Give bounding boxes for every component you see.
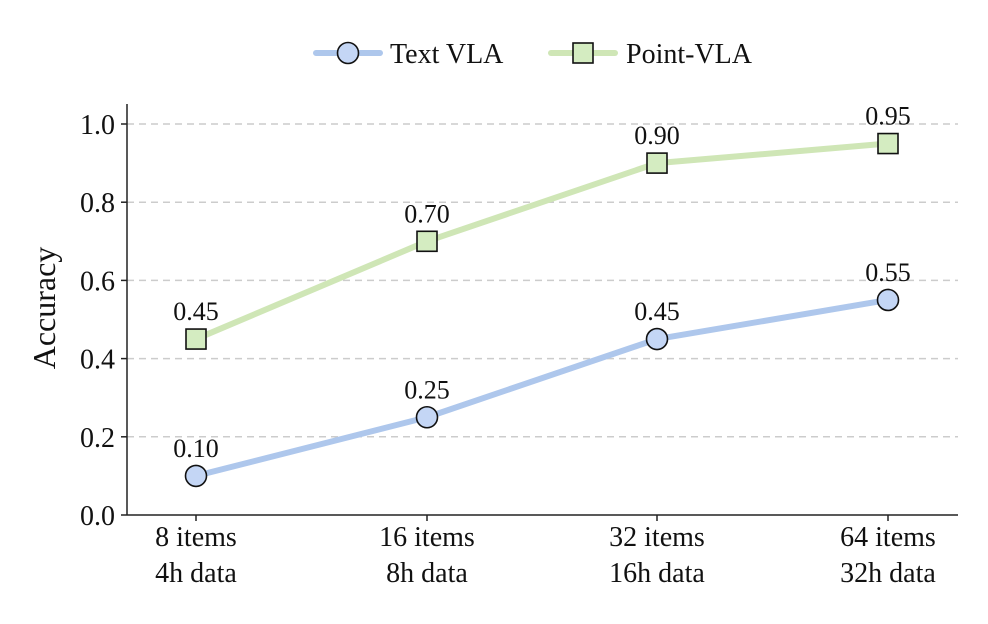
- text-vla-point: [184, 464, 208, 488]
- x-tick-label-line: 32 items: [609, 522, 705, 553]
- x-tick-label-line: 4h data: [155, 558, 237, 589]
- legend: Text VLA Point-VLA: [313, 39, 753, 70]
- x-tick-label-line: 8 items: [155, 522, 237, 553]
- axes-layer: 0.0 0.2 0.4 0.6 0.8 1.0 8 items 4h data 16 items…: [80, 104, 958, 589]
- point-vla-point: [646, 152, 668, 174]
- point-vla-data-label: 0.70: [404, 199, 450, 228]
- point-vla-point: [416, 230, 438, 253]
- point-vla-data-label: 0.45: [173, 297, 219, 326]
- text-vla-data-label: 0.25: [404, 375, 450, 404]
- legend-text-vla-label: Text VLA: [390, 39, 504, 70]
- legend-point-vla-label: Point-VLA: [626, 39, 753, 70]
- y-tick-label: 0.4: [80, 345, 115, 376]
- x-tick-label-line: 8h data: [386, 558, 468, 589]
- legend-text-vla-marker: [336, 41, 360, 65]
- point-vla-point: [185, 328, 207, 350]
- point-vla-point: [877, 132, 899, 155]
- series-layer: [184, 132, 900, 488]
- x-tick-label: 8 items 4h data: [155, 522, 237, 589]
- point-vla-data-label: 0.95: [865, 102, 911, 131]
- y-axis-title: Accuracy: [26, 247, 62, 370]
- text-vla-point: [645, 327, 669, 351]
- x-tick-label-line: 16h data: [609, 558, 705, 589]
- point-vla-line: [193, 140, 891, 343]
- x-tick-label-line: 64 items: [840, 522, 936, 553]
- x-tick-label-line: 32h data: [840, 558, 936, 589]
- text-vla-data-label: 0.10: [173, 434, 219, 463]
- data-labels-layer: 0.10 0.25 0.45 0.55 0.45 0.70 0.90 0.95: [173, 102, 911, 463]
- y-tick-label: 0.8: [80, 188, 115, 219]
- x-tick-label: 16 items 8h data: [379, 522, 475, 589]
- x-tick-label: 32 items 16h data: [609, 522, 705, 589]
- y-tick-label: 0.6: [80, 266, 115, 297]
- x-tick-label: 64 items 32h data: [840, 522, 936, 589]
- text-vla-data-label: 0.45: [634, 297, 680, 326]
- y-tick-label: 0.2: [80, 423, 115, 454]
- text-vla-point: [876, 288, 900, 312]
- text-vla-point: [415, 405, 439, 429]
- x-tick-label-line: 16 items: [379, 522, 475, 553]
- grid-layer: [127, 123, 958, 438]
- legend-point-vla-marker: [572, 42, 594, 64]
- point-vla-data-label: 0.90: [634, 121, 680, 150]
- y-tick-label: 1.0: [80, 110, 115, 141]
- text-vla-data-label: 0.55: [865, 258, 911, 287]
- y-tick-label: 0.0: [80, 501, 115, 532]
- text-vla-line: [193, 296, 891, 479]
